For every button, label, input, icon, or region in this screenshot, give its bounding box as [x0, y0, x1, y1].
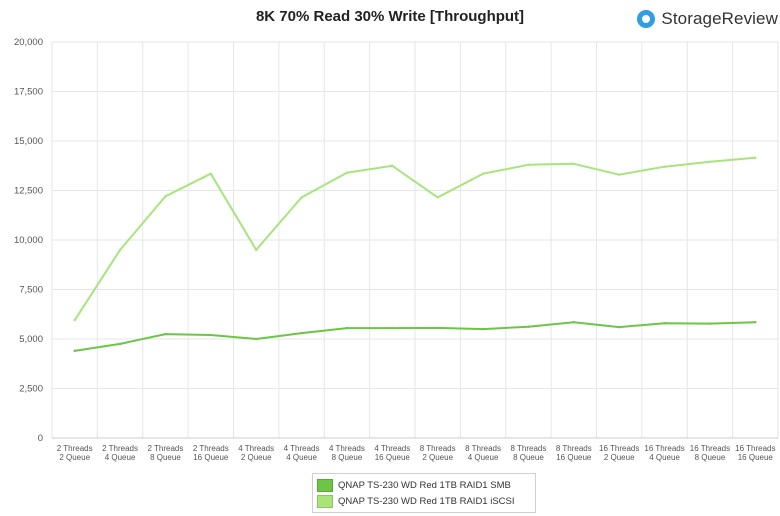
- data-point: [300, 196, 303, 199]
- chart-grid: [51, 41, 779, 439]
- legend-label-iscsi: QNAP TS-230 WD Red 1TB RAID1 iSCSI: [338, 495, 515, 507]
- x-tick-label: 16 Threads: [644, 444, 684, 453]
- x-tick-label: 4 Queue: [468, 453, 499, 462]
- data-point: [73, 349, 76, 353]
- data-point: [572, 162, 576, 165]
- x-tick-label: 8 Queue: [513, 453, 544, 462]
- x-tick-label: 4 Threads: [284, 444, 320, 453]
- data-point: [118, 342, 122, 346]
- data-point: [118, 248, 122, 252]
- x-tick-label: 4 Threads: [374, 444, 410, 453]
- data-point: [527, 163, 530, 166]
- y-tick-label: 20,000: [14, 37, 43, 48]
- brand-logo: StorageReview: [637, 9, 778, 29]
- x-tick-label: 2 Queue: [241, 453, 272, 462]
- brand-logo-text: StorageReview: [661, 9, 778, 28]
- data-point: [754, 320, 757, 324]
- x-tick-label: 8 Threads: [420, 444, 456, 453]
- legend: QNAP TS-230 WD Red 1TB RAID1 SMB QNAP TS…: [312, 473, 536, 513]
- x-tick-label: 16 Queue: [738, 453, 774, 462]
- data-point: [663, 165, 666, 168]
- y-axis-ticks: 0 2,500 5,000 7,500 10,000 12,500 15,000 17,500…: [14, 37, 43, 444]
- x-tick-label: 8 Threads: [465, 444, 501, 453]
- x-tick-label: 2 Threads: [193, 444, 229, 453]
- data-point: [481, 327, 485, 331]
- x-tick-label: 4 Queue: [286, 453, 317, 462]
- data-point: [209, 172, 213, 175]
- x-tick-label: 16 Queue: [193, 453, 229, 462]
- x-tick-label: 2 Queue: [604, 453, 635, 462]
- data-point: [708, 160, 712, 163]
- data-point: [481, 172, 485, 175]
- data-point: [663, 321, 666, 325]
- y-tick-label: 0: [38, 433, 43, 444]
- x-tick-label: 16 Threads: [599, 444, 639, 453]
- data-point: [164, 195, 167, 198]
- data-point: [254, 337, 258, 341]
- series-line-0: [74, 321, 756, 352]
- data-point: [391, 164, 394, 167]
- data-point: [617, 173, 621, 176]
- x-tick-label: 8 Queue: [150, 453, 181, 462]
- data-point: [436, 326, 439, 330]
- x-tick-label: 16 Queue: [556, 453, 592, 462]
- x-tick-label: 8 Queue: [695, 453, 726, 462]
- y-tick-label: 5,000: [19, 334, 43, 345]
- x-tick-label: 8 Threads: [556, 444, 592, 453]
- data-point: [617, 325, 621, 329]
- y-tick-label: 17,500: [14, 87, 43, 98]
- x-tick-label: 4 Threads: [329, 444, 365, 453]
- y-tick-label: 7,500: [19, 285, 43, 296]
- y-tick-label: 10,000: [14, 235, 43, 246]
- x-tick-label: 2 Threads: [148, 444, 184, 453]
- legend-item-iscsi[interactable]: QNAP TS-230 WD Red 1TB RAID1 iSCSI: [317, 493, 531, 509]
- data-point: [254, 248, 258, 252]
- data-point: [708, 322, 712, 325]
- legend-item-smb[interactable]: QNAP TS-230 WD Red 1TB RAID1 SMB: [317, 477, 531, 493]
- data-point: [754, 156, 757, 160]
- y-tick-label: 12,500: [14, 186, 43, 197]
- x-tick-label: 2 Threads: [102, 444, 138, 453]
- data-point: [209, 333, 213, 337]
- data-point: [164, 332, 167, 336]
- x-tick-label: 2 Threads: [57, 444, 93, 453]
- y-tick-label: 2,500: [19, 384, 43, 395]
- legend-swatch-smb: [317, 478, 333, 492]
- data-point: [527, 325, 530, 328]
- data-point: [345, 326, 349, 330]
- series-lines: [73, 156, 757, 353]
- data-point: [572, 320, 576, 324]
- data-point: [345, 171, 349, 174]
- x-tick-label: 16 Threads: [735, 444, 775, 453]
- storagereview-logo-icon: [637, 10, 656, 28]
- x-tick-label: 4 Queue: [649, 453, 680, 462]
- data-point: [391, 326, 394, 330]
- series-line-1: [73, 156, 756, 321]
- x-tick-label: 16 Threads: [690, 444, 730, 453]
- data-point: [73, 318, 76, 322]
- x-tick-label: 2 Queue: [422, 453, 453, 462]
- x-tick-label: 16 Queue: [375, 453, 411, 462]
- x-tick-label: 2 Queue: [59, 453, 90, 462]
- legend-label-smb: QNAP TS-230 WD Red 1TB RAID1 SMB: [338, 479, 511, 491]
- data-point: [436, 196, 439, 199]
- legend-swatch-iscsi: [317, 494, 333, 508]
- data-point: [300, 331, 303, 335]
- x-tick-label: 4 Queue: [105, 453, 136, 462]
- x-tick-label: 8 Threads: [511, 444, 547, 453]
- x-tick-label: 4 Threads: [238, 444, 274, 453]
- chart-title: 8K 70% Read 30% Write [Throughput]: [255, 8, 525, 25]
- x-tick-label: 8 Queue: [332, 453, 363, 462]
- y-tick-label: 15,000: [14, 136, 43, 147]
